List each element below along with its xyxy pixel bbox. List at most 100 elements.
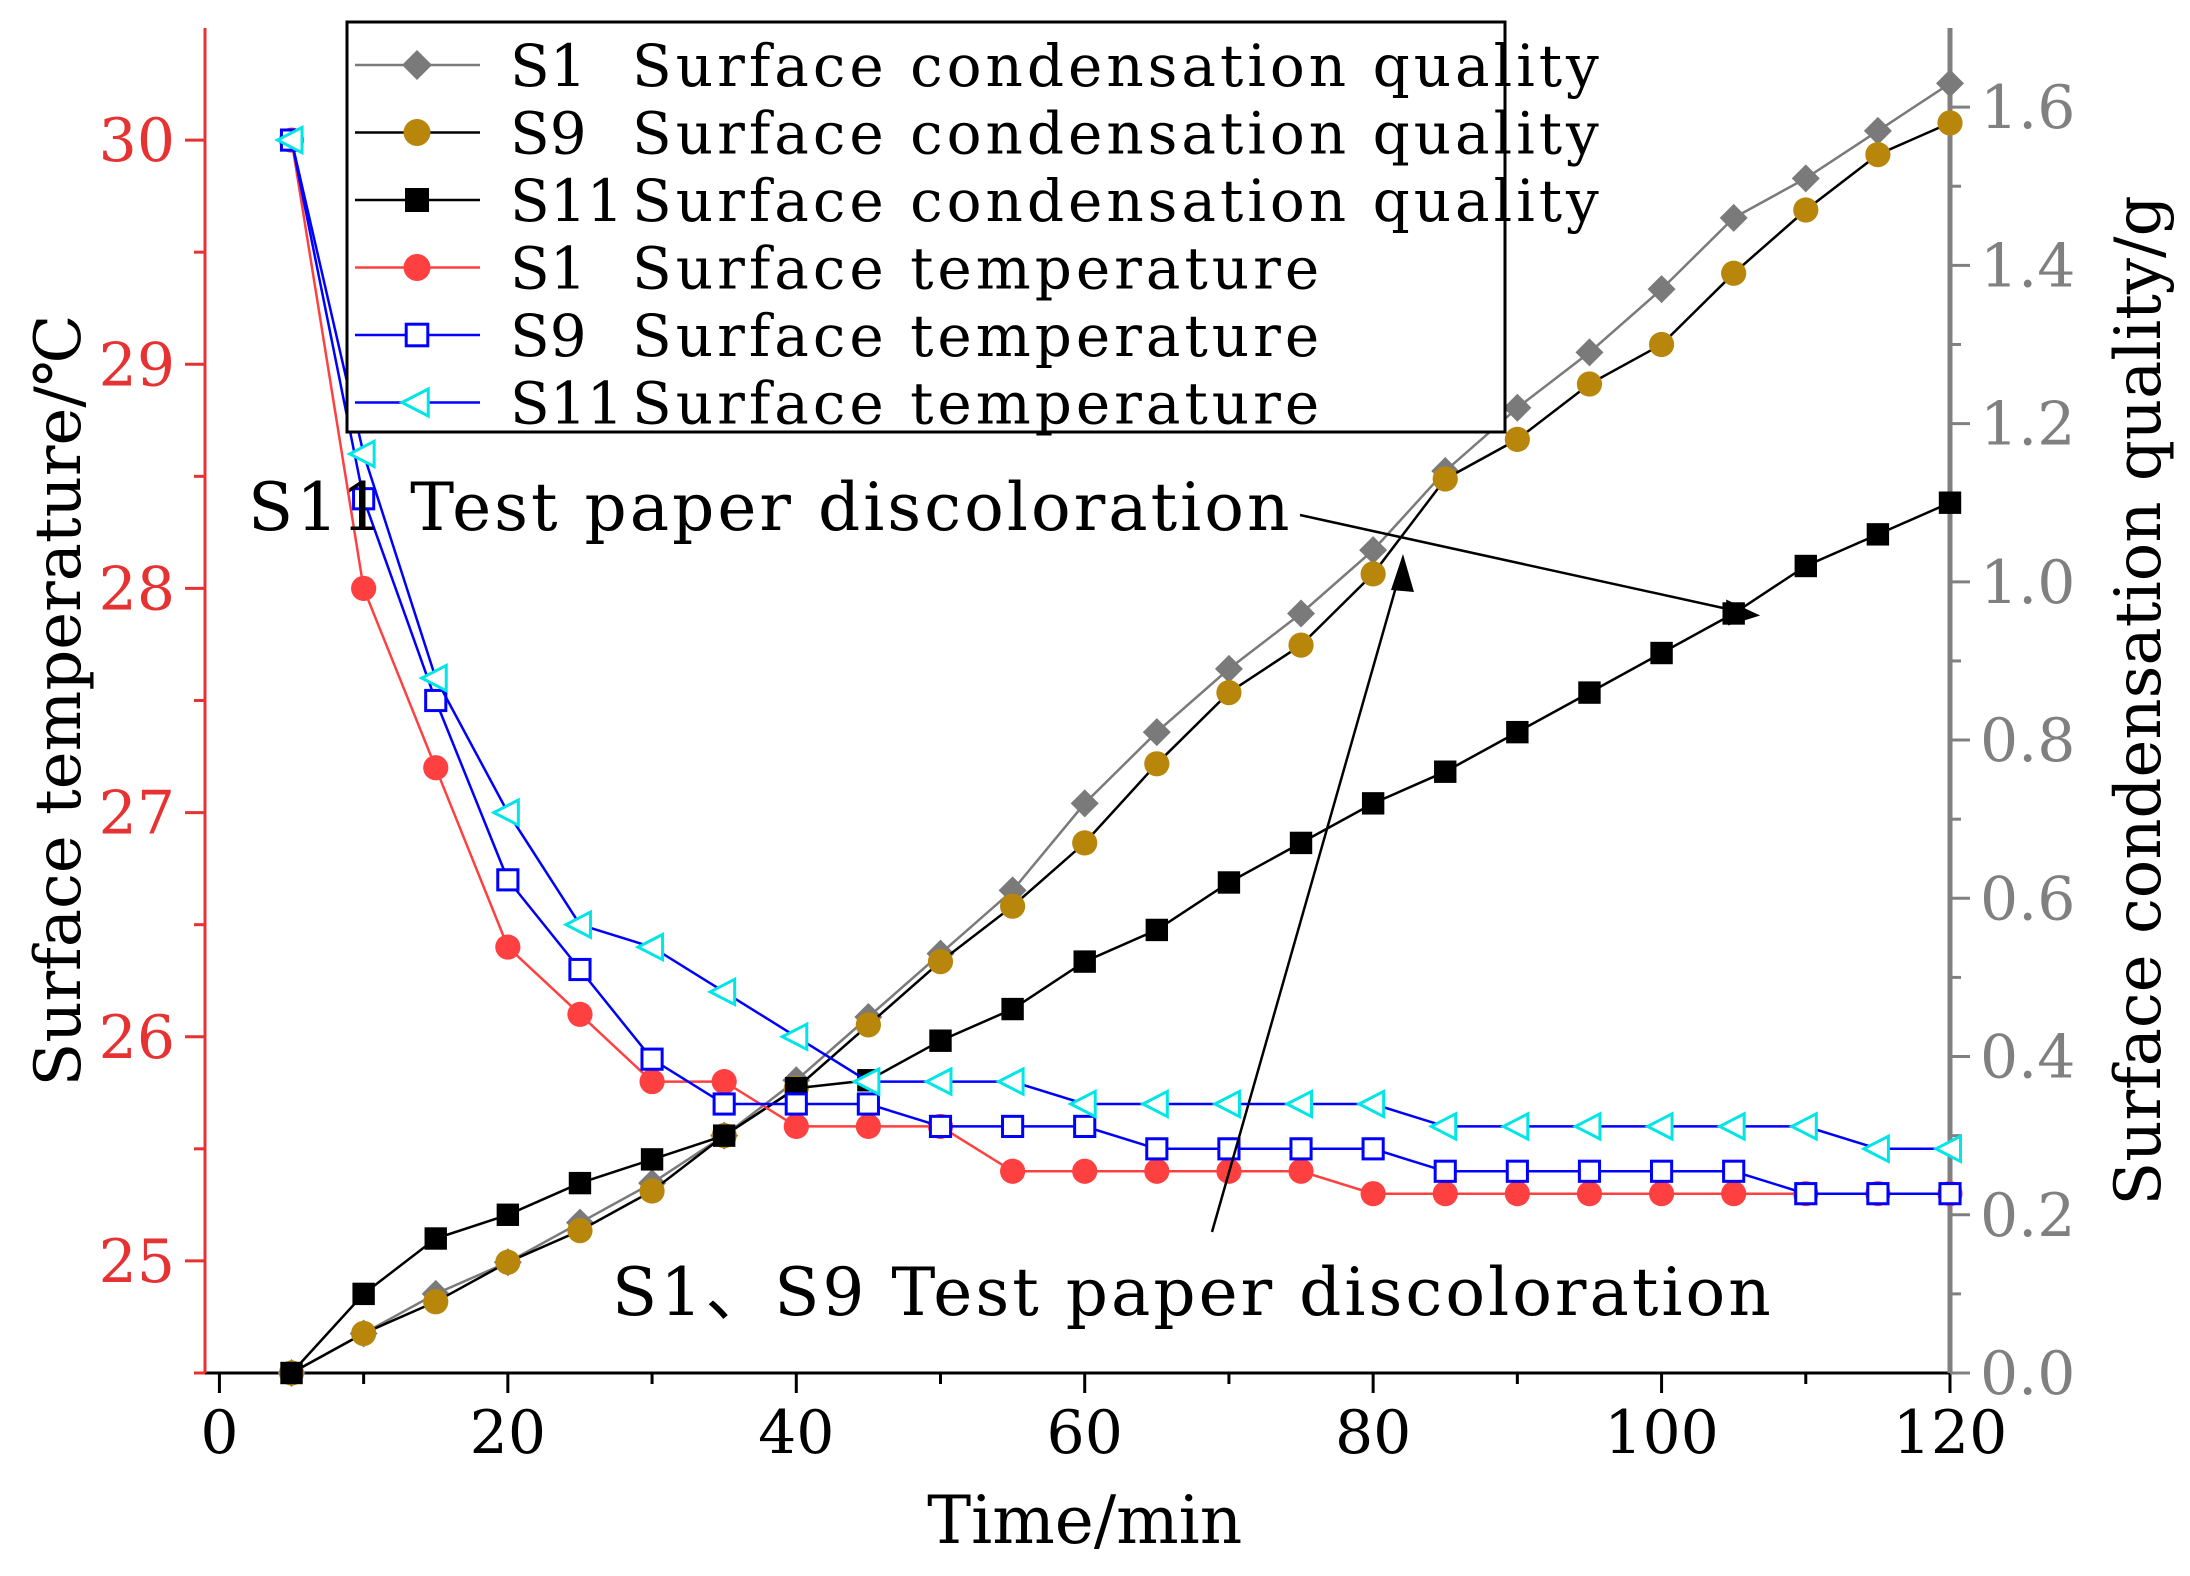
legend-marker [398,386,430,419]
square-marker [1506,720,1529,744]
y-right-tick-label: 0.8 [1980,706,2075,776]
circle-marker [1504,426,1530,453]
circle-marker [1072,1158,1098,1184]
series-3 [280,491,1962,1385]
y-right-tick-label: 1.6 [1980,73,2075,143]
square-marker [1866,523,1890,546]
triangle-marker [1355,1088,1386,1120]
annotation-arrowhead [1726,599,1761,626]
circle-marker [1000,893,1026,919]
y-right-tick-label: 0.2 [1980,1181,2075,1251]
y-left-tick-label: 25 [99,1227,175,1297]
square-marker [1217,871,1241,894]
y-right-tick-label: 1.0 [1980,548,2075,618]
triangle-marker [1932,1133,1962,1164]
annotation-arrowhead [1390,554,1414,592]
diamond-marker [1070,789,1099,818]
circle-marker [567,1001,593,1027]
square-marker [1289,831,1313,855]
x-tick-label: 40 [758,1398,834,1468]
y-left-tick-label: 28 [99,554,175,624]
annotation-s1-s9: S1、S9 Test paper discoloration [612,554,1774,1331]
circle-marker [1576,371,1603,397]
circle-marker [639,1178,665,1204]
y-right-tick-label: 1.4 [1980,231,2075,301]
diamond-marker [1863,116,1892,145]
triangle-marker [779,1021,809,1052]
diamond-marker [1647,275,1676,304]
triangle-marker [1139,1088,1169,1120]
circle-marker [1504,1181,1530,1207]
diamond-marker [1503,393,1532,422]
legend-marker [403,119,431,146]
open-square-marker [712,1092,736,1116]
circle-marker [1288,632,1314,658]
open-square-marker [1577,1159,1602,1183]
circle-marker [1360,1181,1386,1207]
annotation-text: S1、S9 Test paper discoloration [612,1254,1774,1331]
triangle-marker [995,1066,1025,1097]
x-tick-label: 120 [1893,1398,2008,1468]
square-marker [1578,681,1601,704]
diamond-marker [1791,164,1820,193]
triangle-marker [1644,1111,1674,1142]
legend-label: Surface temperature [632,235,1323,303]
y-right-tick-label: 0.0 [1980,1339,2075,1409]
annotation-arrow-line [1299,513,1749,615]
legend-prefix: S1 [510,235,587,303]
legend-entry: S9 Surface condensation quality [355,100,1603,168]
circle-marker [351,575,377,602]
circle-marker [1793,197,1819,223]
triangle-marker [418,663,448,694]
triangle-marker [1500,1111,1530,1142]
plot-frame: 0 20 40 60 80 100 120 Time/min 25 26 27 28 29 30 Surfa… [22,28,2176,1559]
diamond-marker [1936,69,1964,98]
y-right-tick-label: 1.2 [1980,390,2075,460]
circle-marker [1721,1181,1747,1207]
triangle-marker [1283,1088,1314,1120]
x-tick-label: 20 [470,1398,546,1468]
series-line [290,121,1951,1375]
square-marker [1001,997,1024,1021]
y-right-axis-title: Surface condensation quality/g [2102,195,2176,1205]
open-square-marker [1938,1182,1962,1206]
circle-marker [423,1289,449,1315]
triangle-marker [1211,1088,1241,1120]
circle-marker [1865,141,1891,168]
open-square-marker [1001,1114,1025,1138]
series-line [290,139,1950,1151]
open-square-marker [352,487,376,511]
x-axis-title: Time/min [927,1482,1242,1559]
legend-marker [402,50,432,80]
open-square-marker [568,957,592,982]
triangle-marker [851,1066,881,1097]
square-marker [1650,641,1673,665]
diamond-marker [1575,338,1604,367]
open-square-marker [1361,1137,1385,1161]
annotation-arrow-line [1210,565,1404,1233]
triangle-marker [274,125,304,156]
legend-marker [404,322,430,348]
square-marker [640,1148,664,1171]
legend-entry: S9 Surface temperature [355,302,1319,370]
annotation-s11: S11 Test paper discoloration [248,469,1761,626]
triangle-marker [1067,1088,1097,1120]
legend-entry: S11 Surface temperature [355,370,1319,438]
triangle-marker [706,976,737,1007]
series-6 [274,125,1962,1164]
circle-marker [1360,561,1386,587]
legend-label: Surface condensation quality [632,167,1603,235]
square-marker [1434,760,1457,783]
open-square-marker [1505,1159,1529,1183]
circle-marker [927,948,954,975]
diamond-marker [1287,599,1316,628]
legend-label: Surface condensation quality [632,100,1603,168]
open-square-marker [1289,1137,1313,1161]
open-square-marker [1866,1182,1890,1206]
y-left-tick-label: 29 [99,330,175,400]
triangle-marker [1788,1111,1818,1142]
legend-prefix: S11 [510,167,624,235]
legend-marker [405,188,429,212]
series-group [274,69,1964,1387]
